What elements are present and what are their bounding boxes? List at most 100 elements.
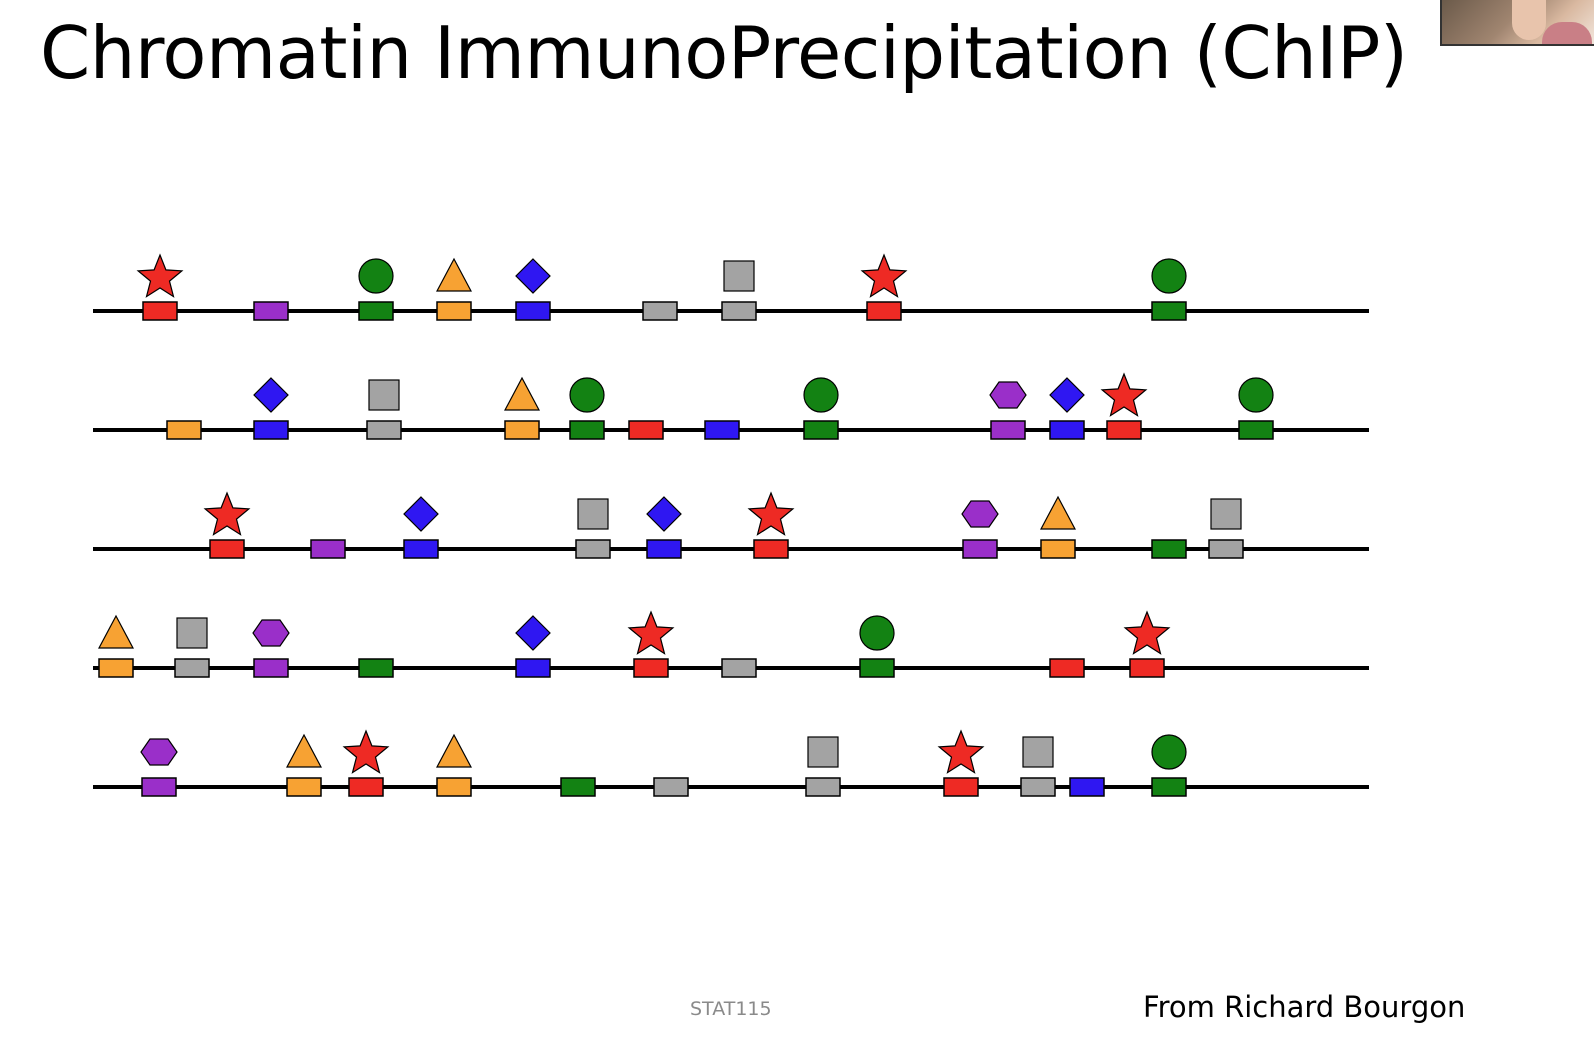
binding-site-red [142, 301, 178, 321]
binding-site-green [569, 420, 605, 440]
strand-3 [93, 491, 1369, 559]
binding-site-orange [166, 420, 202, 440]
protein-circle-green [803, 377, 839, 413]
protein-square-gray [176, 617, 208, 649]
binding-site-red [753, 539, 789, 559]
protein-square-gray [368, 379, 400, 411]
binding-site-orange [504, 420, 540, 440]
binding-site-purple [253, 301, 289, 321]
protein-square-gray [1022, 736, 1054, 768]
binding-site-blue [515, 301, 551, 321]
binding-site-blue [515, 658, 551, 678]
protein-circle-green [358, 258, 394, 294]
slide-title: Chromatin ImmunoPrecipitation (ChIP) [40, 11, 1408, 95]
binding-site-green [1151, 539, 1187, 559]
binding-site-orange [286, 777, 322, 797]
protein-diamond-blue [515, 615, 551, 651]
protein-star-red [860, 253, 908, 298]
binding-site-green [859, 658, 895, 678]
protein-square-gray [1210, 498, 1242, 530]
binding-site-red [866, 301, 902, 321]
protein-triangle-orange [504, 376, 540, 411]
protein-diamond-blue [253, 377, 289, 413]
protein-star-red [627, 610, 675, 655]
binding-site-blue [403, 539, 439, 559]
strand-5 [93, 729, 1369, 797]
protein-hexagon-purple [140, 738, 178, 766]
protein-hexagon-purple [989, 381, 1027, 409]
protein-star-red [203, 491, 251, 536]
binding-site-gray [174, 658, 210, 678]
binding-site-gray [721, 301, 757, 321]
binding-site-gray [366, 420, 402, 440]
binding-site-orange [1040, 539, 1076, 559]
binding-site-green [358, 658, 394, 678]
binding-site-green [803, 420, 839, 440]
binding-site-gray [653, 777, 689, 797]
protein-circle-green [859, 615, 895, 651]
binding-site-green [358, 301, 394, 321]
binding-site-gray [805, 777, 841, 797]
binding-site-purple [310, 539, 346, 559]
protein-triangle-orange [436, 733, 472, 768]
protein-hexagon-purple [252, 619, 290, 647]
protein-hexagon-purple [961, 500, 999, 528]
protein-diamond-blue [646, 496, 682, 532]
protein-triangle-orange [286, 733, 322, 768]
binding-site-orange [436, 777, 472, 797]
protein-star-red [342, 729, 390, 774]
protein-star-red [937, 729, 985, 774]
binding-site-blue [1069, 777, 1105, 797]
strand-2 [93, 372, 1369, 440]
binding-site-blue [704, 420, 740, 440]
webcam-thumbnail [1440, 0, 1594, 46]
presenter-face [1512, 0, 1546, 40]
protein-circle-green [569, 377, 605, 413]
protein-circle-green [1238, 377, 1274, 413]
binding-site-red [348, 777, 384, 797]
binding-site-red [1129, 658, 1165, 678]
protein-square-gray [807, 736, 839, 768]
binding-site-purple [253, 658, 289, 678]
protein-circle-green [1151, 734, 1187, 770]
binding-site-gray [1020, 777, 1056, 797]
binding-site-gray [1208, 539, 1244, 559]
strand-1 [93, 253, 1369, 321]
presenter-shirt [1542, 22, 1592, 44]
binding-site-blue [253, 420, 289, 440]
binding-site-red [1049, 658, 1085, 678]
protein-star-red [747, 491, 795, 536]
protein-star-red [136, 253, 184, 298]
protein-star-red [1100, 372, 1148, 417]
footer-course-label: STAT115 [690, 998, 772, 1020]
binding-site-gray [642, 301, 678, 321]
protein-square-gray [577, 498, 609, 530]
protein-diamond-blue [515, 258, 551, 294]
binding-site-blue [1049, 420, 1085, 440]
protein-triangle-orange [1040, 495, 1076, 530]
footer-credit: From Richard Bourgon [1143, 990, 1466, 1024]
protein-diamond-blue [1049, 377, 1085, 413]
binding-site-blue [646, 539, 682, 559]
binding-site-gray [721, 658, 757, 678]
binding-site-red [943, 777, 979, 797]
strand-4 [93, 610, 1369, 678]
binding-site-red [1106, 420, 1142, 440]
protein-circle-green [1151, 258, 1187, 294]
binding-site-purple [990, 420, 1026, 440]
protein-star-red [1123, 610, 1171, 655]
binding-site-red [633, 658, 669, 678]
binding-site-green [1151, 301, 1187, 321]
protein-square-gray [723, 260, 755, 292]
binding-site-green [560, 777, 596, 797]
binding-site-green [1151, 777, 1187, 797]
protein-triangle-orange [436, 257, 472, 292]
binding-site-red [209, 539, 245, 559]
binding-site-gray [575, 539, 611, 559]
binding-site-purple [962, 539, 998, 559]
binding-site-orange [436, 301, 472, 321]
binding-site-orange [98, 658, 134, 678]
protein-triangle-orange [98, 614, 134, 649]
binding-site-purple [141, 777, 177, 797]
